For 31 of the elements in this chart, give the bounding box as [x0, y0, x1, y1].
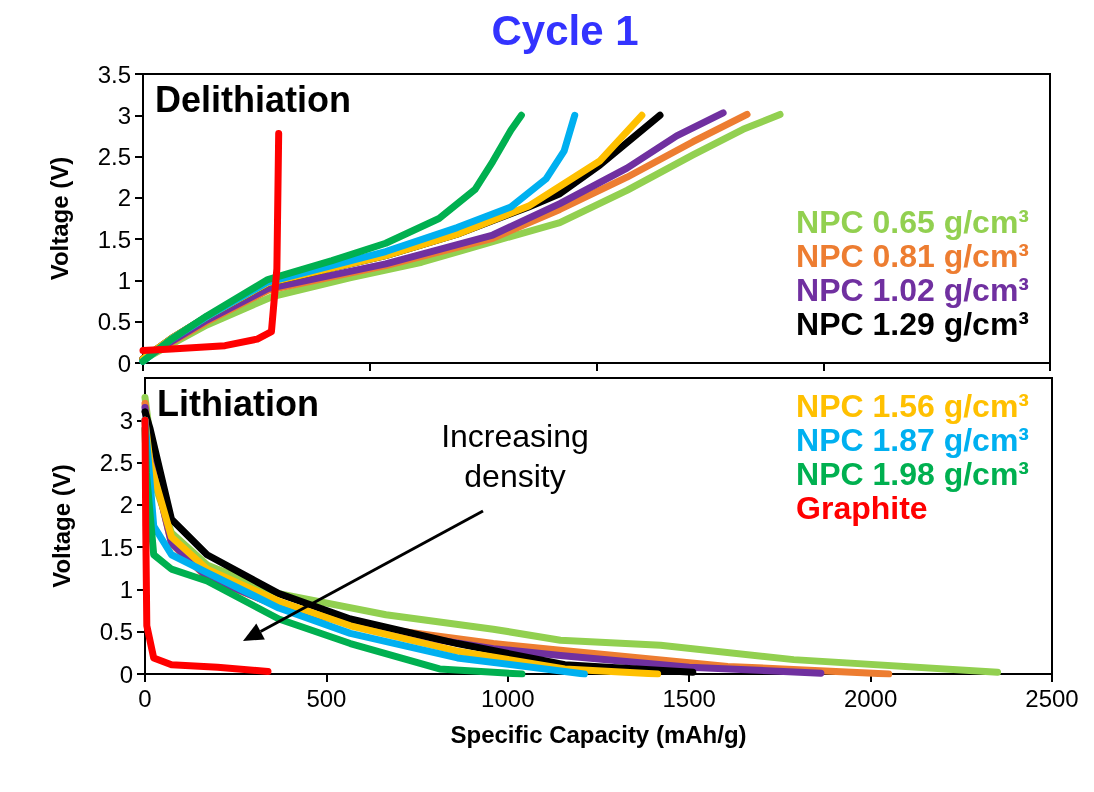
y-tick-label: 0.5 [97, 308, 131, 336]
annotation: Delithiation [155, 79, 351, 120]
x-tick-label: 500 [306, 684, 347, 712]
y-tick-label: 3.5 [97, 60, 131, 88]
x-tick-label: 2000 [843, 684, 898, 712]
y-axis-title: Voltage (V) [45, 156, 73, 281]
y-tick-label: 0 [117, 349, 131, 377]
x-axis-title: Specific Capacity (mAh/g) [450, 720, 747, 748]
y-tick-label: 1.5 [97, 225, 131, 253]
chart-title: Cycle 1 [491, 6, 639, 54]
y-tick-label: 3 [119, 406, 133, 434]
y-tick-label: 1 [119, 575, 133, 603]
y-tick-label: 2 [117, 184, 131, 212]
y-tick-label: 2.5 [99, 449, 133, 477]
y-tick-label: 0.5 [99, 618, 133, 646]
annotation: Lithiation [157, 383, 319, 424]
y-tick-label: 2.5 [97, 143, 131, 171]
y-tick-label: 1 [117, 266, 131, 294]
annotation: Increasing density [440, 417, 590, 496]
y-tick-label: 2 [119, 491, 133, 519]
y-axis-title: Voltage (V) [47, 464, 75, 588]
y-tick-label: 1.5 [99, 533, 133, 561]
x-tick-label: 2500 [1025, 684, 1079, 712]
text: NPC 1.56 g/cm³ [796, 388, 1029, 424]
text: NPC 0.65 g/cm³ [796, 204, 1029, 240]
y-tick-label: 3 [117, 101, 131, 129]
y-tick-label: 0 [119, 660, 133, 688]
x-tick-label: 1000 [481, 684, 535, 712]
x-tick-label: 0 [138, 684, 152, 712]
text: Graphite [796, 490, 928, 526]
x-tick-label: 1500 [662, 684, 716, 712]
